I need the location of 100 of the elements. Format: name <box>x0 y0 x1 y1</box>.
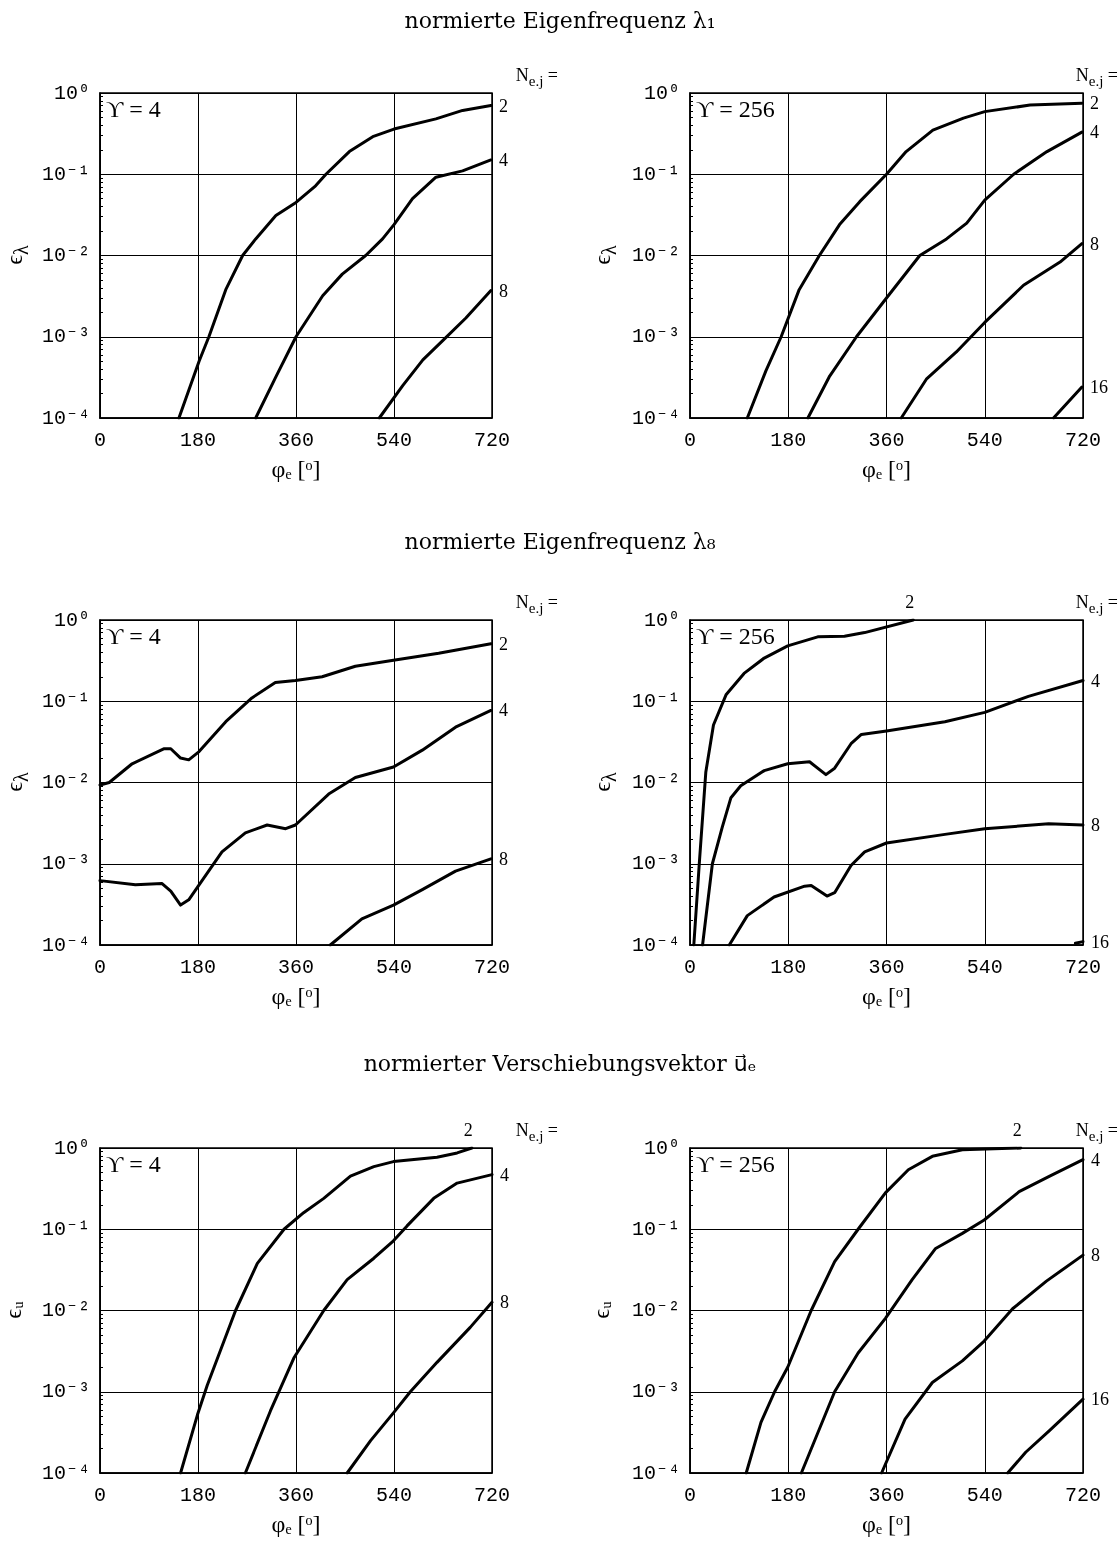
text: normierte Eigenfrequenz λ₁ <box>403 8 717 33</box>
x-tick-label: 360 <box>277 1483 315 1507</box>
x-tick-label: 180 <box>770 1483 807 1507</box>
text: N$_{e.j}$ = <box>515 591 558 618</box>
series-label: 8 <box>1091 1244 1100 1265</box>
y-tick-label: 10⁻² <box>631 1298 680 1322</box>
x-tick-label: 360 <box>277 428 315 452</box>
x-tick-label: 180 <box>179 428 217 452</box>
series-label: 4 <box>1089 122 1099 143</box>
y-tick-label: 10⁻¹ <box>41 1217 90 1241</box>
y-tick-label: 10⁰ <box>643 81 680 105</box>
x-tick-label: 180 <box>179 1483 217 1507</box>
y-tick-label: 10⁻⁴ <box>41 1461 90 1485</box>
y-tick-label: 10⁻² <box>41 1298 90 1322</box>
x-axis-title: φₑ [ᵒ] <box>861 1509 912 1539</box>
y-tick-label: 10⁻³ <box>41 852 90 876</box>
x-axis-title: φₑ [ᵒ] <box>861 982 912 1012</box>
series-label: 2 <box>1089 93 1099 114</box>
series-label: 4 <box>1091 670 1100 691</box>
y-tick-label: 10⁻³ <box>631 325 680 349</box>
x-tick-label: 540 <box>966 1483 1003 1507</box>
series-label: 8 <box>498 849 508 870</box>
text: N$_{e.j}$ = <box>515 64 558 91</box>
y-tick-label: 10⁰ <box>643 608 680 632</box>
x-tick-label: 360 <box>868 428 905 452</box>
x-axis-title: φₑ [ᵒ] <box>270 982 322 1012</box>
x-tick-label: 720 <box>473 1483 511 1507</box>
x-tick-label: 720 <box>1064 955 1102 979</box>
series-label: 2 <box>498 95 508 116</box>
series-label: 4 <box>500 1164 509 1185</box>
text: N$_{e.j}$ = <box>1075 1118 1118 1146</box>
series-label: 16 <box>1091 931 1109 952</box>
annotation: ϒ = 4 <box>106 623 161 650</box>
x-tick-label: 0 <box>683 1483 697 1507</box>
x-tick-label: 0 <box>93 428 107 452</box>
annotation: ϒ = 256 <box>696 1150 775 1177</box>
text: N$_{e.j}$ = <box>1075 64 1118 91</box>
y-tick-label: 10⁻⁴ <box>41 933 90 957</box>
y-tick-label: 10⁰ <box>643 1136 680 1160</box>
x-tick-label: 180 <box>770 955 807 979</box>
series-label: 8 <box>1089 233 1099 254</box>
x-axis-title: φₑ [ᵒ] <box>270 455 322 484</box>
annotation: ϒ = 256 <box>696 623 775 650</box>
y-tick-label: 10⁻¹ <box>631 162 680 186</box>
series-label: 2 <box>905 592 915 613</box>
y-tick-label: 10⁻¹ <box>41 690 90 714</box>
series-label: 2 <box>1012 1119 1022 1140</box>
x-tick-label: 540 <box>375 1483 413 1507</box>
series-label: 2 <box>463 1119 473 1140</box>
series-label: 8 <box>500 1292 509 1312</box>
y-tick-label: 10⁻¹ <box>631 1217 680 1241</box>
y-tick-label: 10⁻⁴ <box>631 1461 680 1485</box>
series-label: 4 <box>498 149 508 170</box>
x-tick-label: 720 <box>1064 428 1102 452</box>
y-tick-label: 10⁻² <box>41 771 90 795</box>
y-tick-label: 10⁻¹ <box>631 690 680 714</box>
y-tick-label: 10⁻² <box>631 244 680 267</box>
y-tick-label: 10⁻³ <box>41 1379 90 1403</box>
series-label: 16 <box>1091 1388 1109 1409</box>
y-axis-title: ϵᵤ <box>0 1300 27 1319</box>
series-label: 8 <box>1091 815 1100 836</box>
x-tick-label: 720 <box>473 428 511 452</box>
x-tick-label: 180 <box>179 955 217 979</box>
x-tick-label: 0 <box>683 955 697 979</box>
y-tick-label: 10⁻³ <box>631 1379 680 1403</box>
series-label: 2 <box>498 634 508 655</box>
x-tick-label: 0 <box>93 955 107 979</box>
y-tick-label: 10⁰ <box>53 608 90 632</box>
text: N$_{e.j}$ = <box>1075 591 1118 618</box>
x-axis-title: φₑ [ᵒ] <box>861 455 912 484</box>
text: normierte Eigenfrequenz λ₈ <box>403 529 717 555</box>
annotation: ϒ = 4 <box>106 1150 161 1177</box>
x-axis-title: φₑ [ᵒ] <box>270 1509 322 1539</box>
y-tick-label: 10⁻⁴ <box>41 406 90 430</box>
annotation: ϒ = 256 <box>696 96 775 122</box>
y-tick-label: 10⁻⁴ <box>631 406 680 430</box>
x-tick-label: 540 <box>375 955 413 979</box>
x-tick-label: 540 <box>966 955 1003 979</box>
x-tick-label: 0 <box>683 428 697 452</box>
x-tick-label: 540 <box>375 428 413 452</box>
y-tick-label: 10⁻¹ <box>41 162 90 186</box>
x-tick-label: 360 <box>277 955 315 979</box>
series-label: 16 <box>1089 377 1108 398</box>
series-label: 4 <box>1091 1149 1100 1170</box>
text: normierter Verschiebungsvektor u⃗ₑ <box>362 1050 758 1076</box>
y-tick-label: 10⁻² <box>631 771 680 795</box>
y-tick-label: 10⁻³ <box>631 852 680 876</box>
x-tick-label: 360 <box>868 1483 905 1507</box>
x-tick-label: 360 <box>868 955 905 979</box>
x-tick-label: 540 <box>966 428 1003 452</box>
y-axis-title: ϵᵤ <box>586 1300 615 1319</box>
y-tick-label: 10⁻⁴ <box>631 933 680 957</box>
annotation: ϒ = 4 <box>106 96 161 122</box>
y-tick-label: 10⁰ <box>53 81 90 105</box>
x-tick-label: 0 <box>93 1483 107 1507</box>
x-tick-label: 720 <box>1064 1483 1102 1507</box>
x-tick-label: 720 <box>473 955 511 979</box>
y-tick-label: 10⁻³ <box>41 325 90 349</box>
series-label: 4 <box>498 700 508 721</box>
series-label: 8 <box>498 280 508 301</box>
